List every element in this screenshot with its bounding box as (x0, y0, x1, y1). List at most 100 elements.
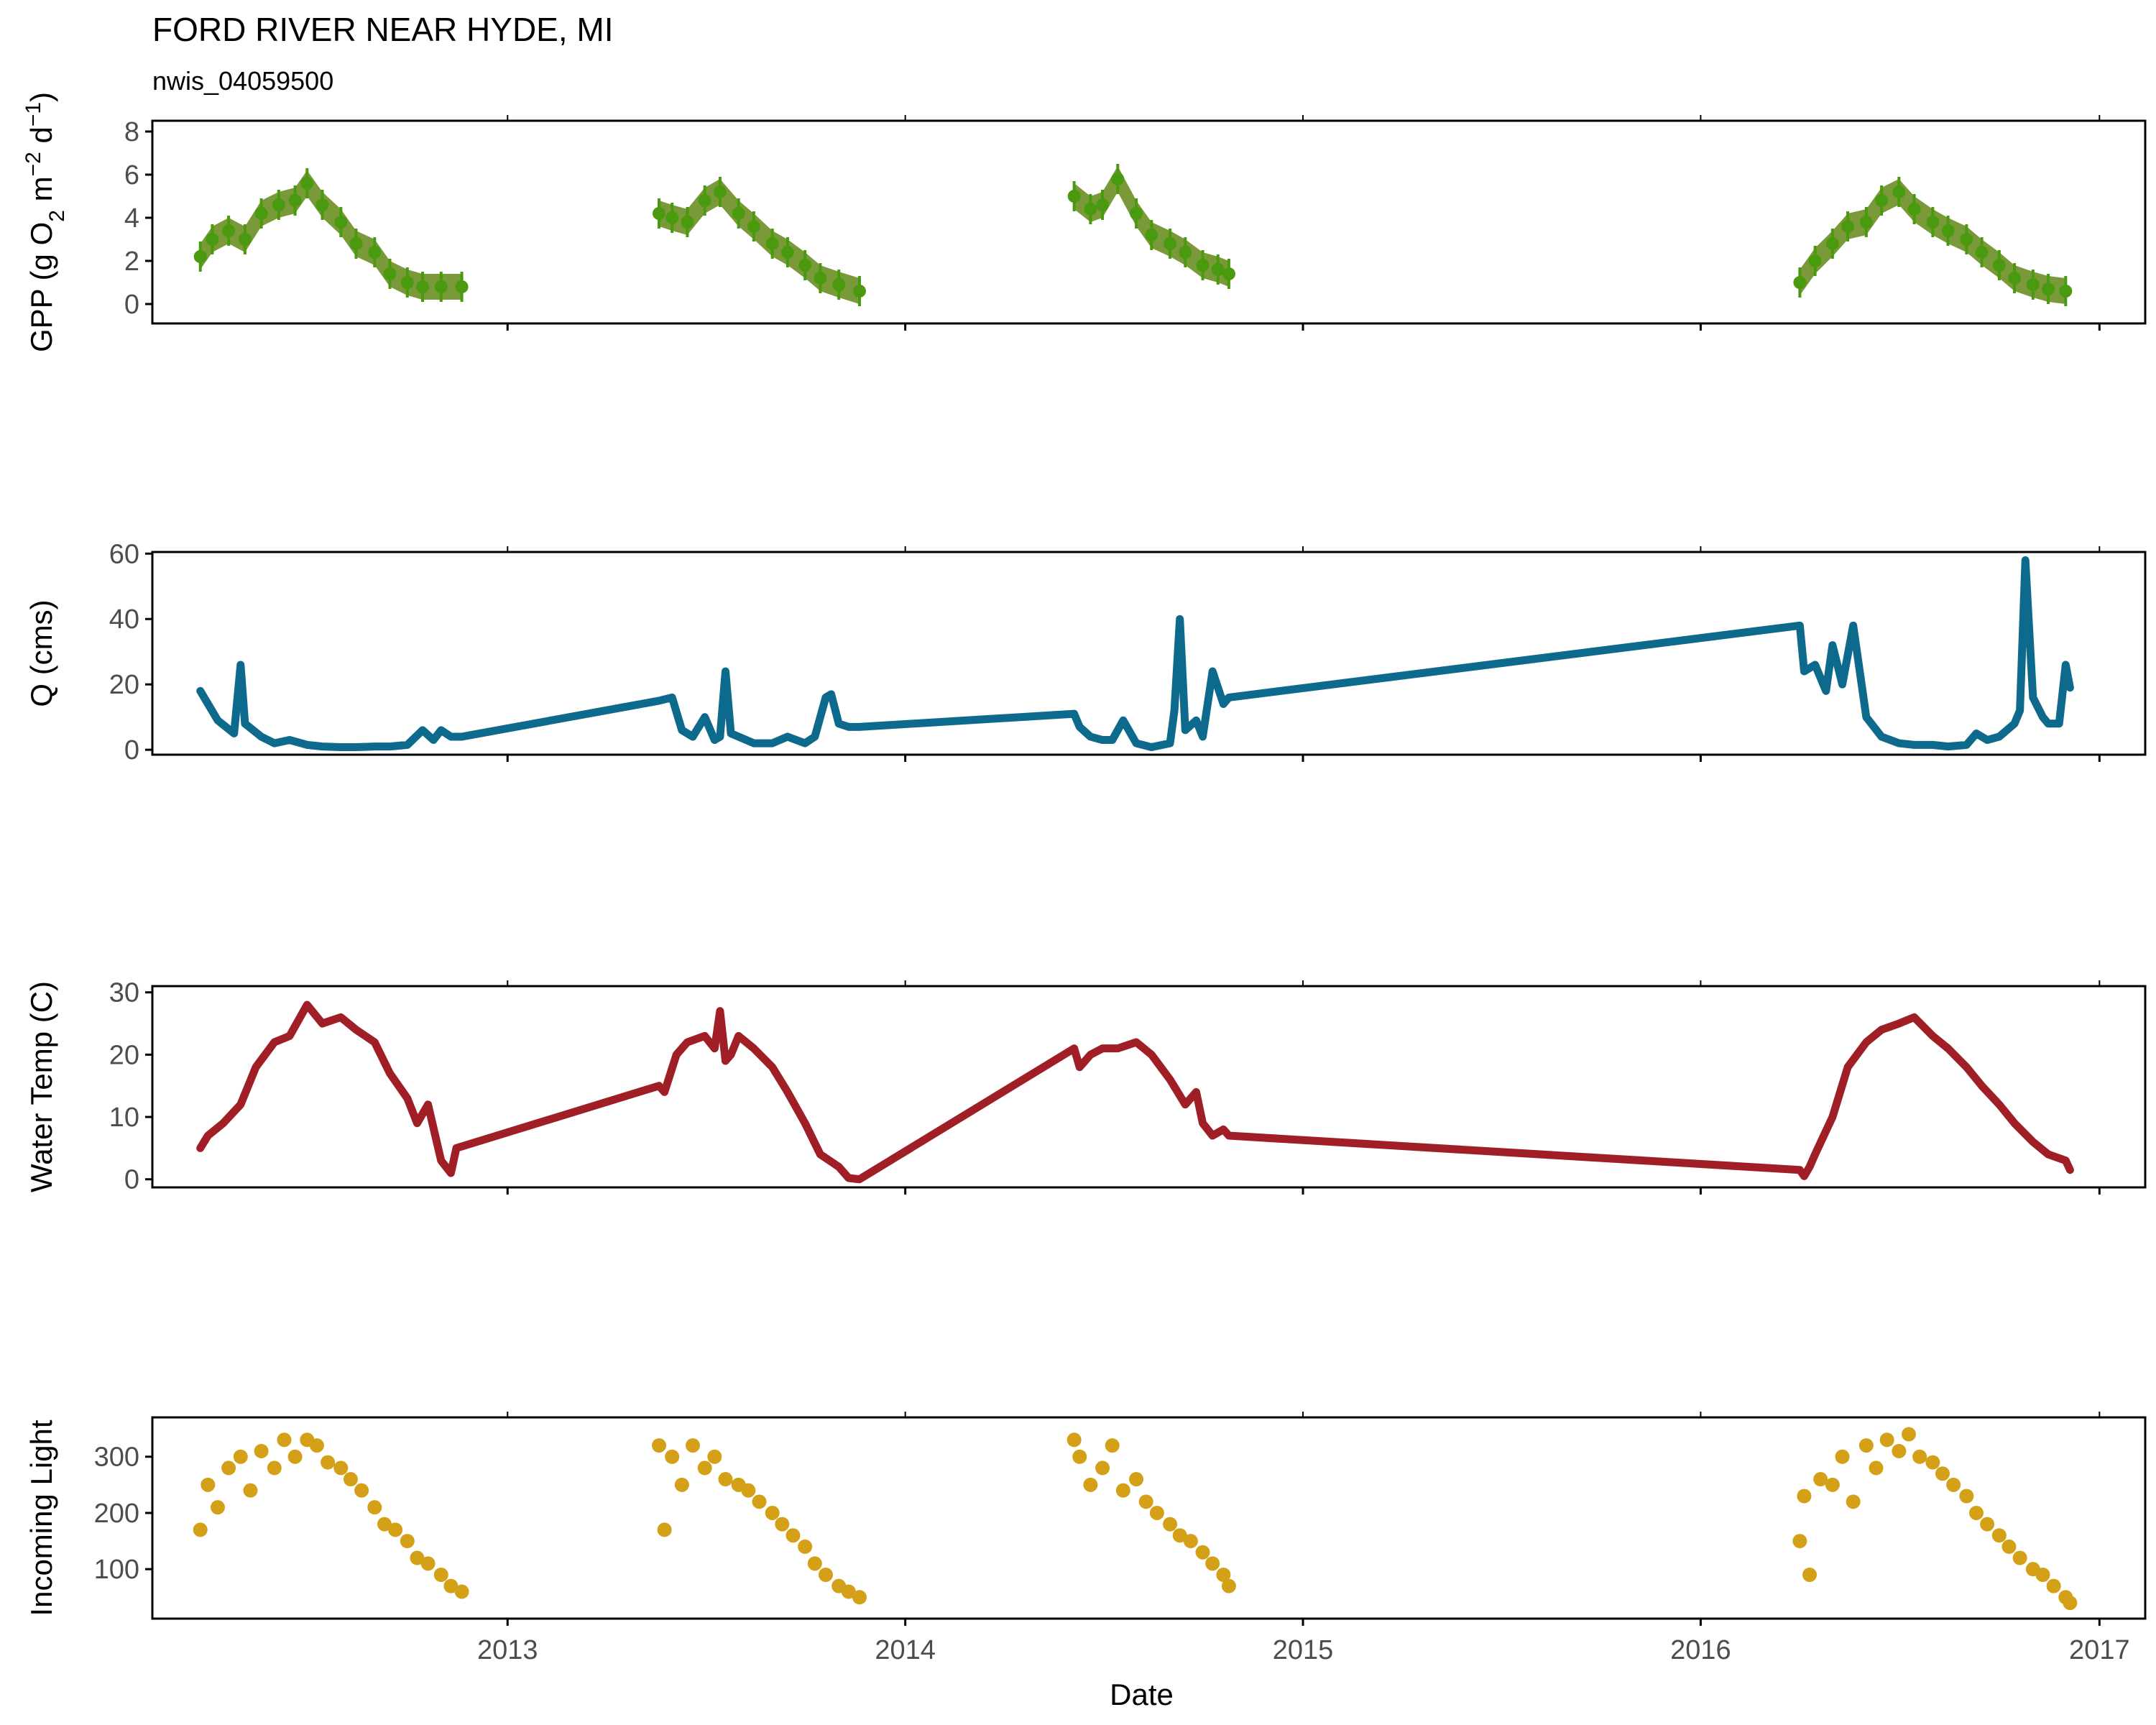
light-point (707, 1449, 722, 1464)
light-point (807, 1556, 822, 1571)
water_temp-y-axis-title: Water Temp (C) (24, 981, 58, 1192)
incoming_light-marks (193, 1427, 2078, 1611)
gpp-point (288, 194, 302, 207)
gpp-point (349, 237, 363, 250)
discharge-series-line (196, 556, 2074, 752)
gpp-y-tick-label: 6 (124, 160, 139, 190)
light-point (1138, 1494, 1153, 1509)
light-point (1221, 1578, 1236, 1593)
gpp-point (698, 194, 711, 207)
gpp-point (315, 198, 329, 211)
incoming_light-panel-border (151, 1416, 2147, 1620)
discharge-panel-border (151, 551, 2147, 756)
gpp-point (1926, 216, 1940, 229)
x-tick-label: 2016 (1670, 1635, 1731, 1665)
light-point (1980, 1517, 1995, 1532)
light-point (1072, 1449, 1087, 1464)
light-point (1792, 1534, 1807, 1549)
gpp-point (416, 280, 429, 293)
light-point (321, 1455, 336, 1470)
light-point (287, 1449, 303, 1464)
gpp-point (1084, 203, 1097, 216)
light-point (1835, 1449, 1850, 1464)
light-point (741, 1483, 756, 1498)
light-point (1149, 1505, 1164, 1520)
discharge-y-tick-label: 60 (109, 539, 139, 569)
light-point (1205, 1556, 1220, 1571)
light-point (852, 1590, 867, 1605)
light-point (1105, 1438, 1120, 1453)
gpp-point (1841, 220, 1855, 233)
gpp-y-tick-label: 0 (124, 290, 139, 320)
gpp-marks (193, 164, 2073, 306)
light-point (1067, 1432, 1082, 1448)
x-tick-label: 2013 (477, 1635, 538, 1665)
light-point (1991, 1528, 2007, 1543)
light-point (1083, 1477, 1098, 1492)
gpp-point (665, 211, 679, 224)
light-point (243, 1483, 258, 1498)
gpp-point (434, 280, 448, 293)
light-point (686, 1438, 700, 1453)
water_temp-y-tick-label: 10 (109, 1103, 139, 1133)
light-point (1869, 1460, 1884, 1476)
light-point (697, 1460, 712, 1476)
gpp-point (383, 267, 397, 280)
x-tick-label: 2015 (1273, 1635, 1334, 1665)
gpp-point (1111, 172, 1125, 185)
light-point (2046, 1578, 2061, 1593)
gpp-point (1096, 198, 1110, 211)
gpp-point (1067, 190, 1081, 203)
gpp-point (1145, 229, 1158, 242)
light-point (798, 1539, 813, 1554)
gpp-point (238, 233, 252, 246)
x-tick-label: 2017 (2069, 1635, 2130, 1665)
gpp-point (653, 207, 665, 220)
gpp-point (272, 198, 285, 211)
light-point (665, 1449, 680, 1464)
light-point (400, 1534, 415, 1549)
gpp-y-axis-title: GPP (g O2 m−2 d−1) (22, 92, 69, 352)
light-point (775, 1517, 790, 1532)
water_temp-marks (196, 1000, 2074, 1184)
chart-subtitle: nwis_04059500 (152, 66, 334, 96)
panel-discharge: 0 20 40 60 Q (cms) (24, 539, 2147, 765)
x-axis-title: Date (1110, 1678, 1174, 1711)
light-point (267, 1460, 282, 1476)
y-axis-title-part: −2 (22, 152, 45, 176)
gpp-y-tick-label: 4 (124, 203, 139, 234)
light-point (233, 1449, 248, 1464)
gpp-point (193, 250, 207, 263)
gpp-point (798, 259, 812, 272)
light-point (2001, 1539, 2017, 1554)
light-point (433, 1567, 448, 1582)
light-point (1813, 1472, 1828, 1487)
gpp-point (732, 207, 745, 220)
gpp-point (1793, 276, 1807, 289)
light-point (1892, 1443, 1907, 1458)
light-point (343, 1472, 358, 1487)
y-axis-title-part: ) (24, 92, 58, 102)
light-point (1902, 1427, 1916, 1442)
light-point (1858, 1438, 1874, 1453)
light-point (1912, 1449, 1927, 1464)
gpp-point (334, 216, 348, 229)
y-axis-title-part: d (24, 126, 58, 152)
gpp-point (2042, 282, 2055, 295)
light-point (2035, 1567, 2050, 1582)
incoming_light-y-tick-label: 300 (94, 1443, 139, 1473)
light-point (1216, 1567, 1231, 1582)
gpp-point (1960, 233, 1973, 246)
light-point (201, 1477, 216, 1492)
light-point (354, 1483, 369, 1498)
light-point (454, 1584, 469, 1599)
light-point (718, 1472, 733, 1487)
gpp-point (713, 185, 727, 198)
gpp-point (747, 220, 760, 233)
light-point (1163, 1517, 1178, 1532)
gpp-uncertainty-band (200, 170, 462, 300)
light-point (210, 1500, 225, 1515)
light-point (254, 1443, 269, 1458)
light-point (1879, 1432, 1894, 1448)
